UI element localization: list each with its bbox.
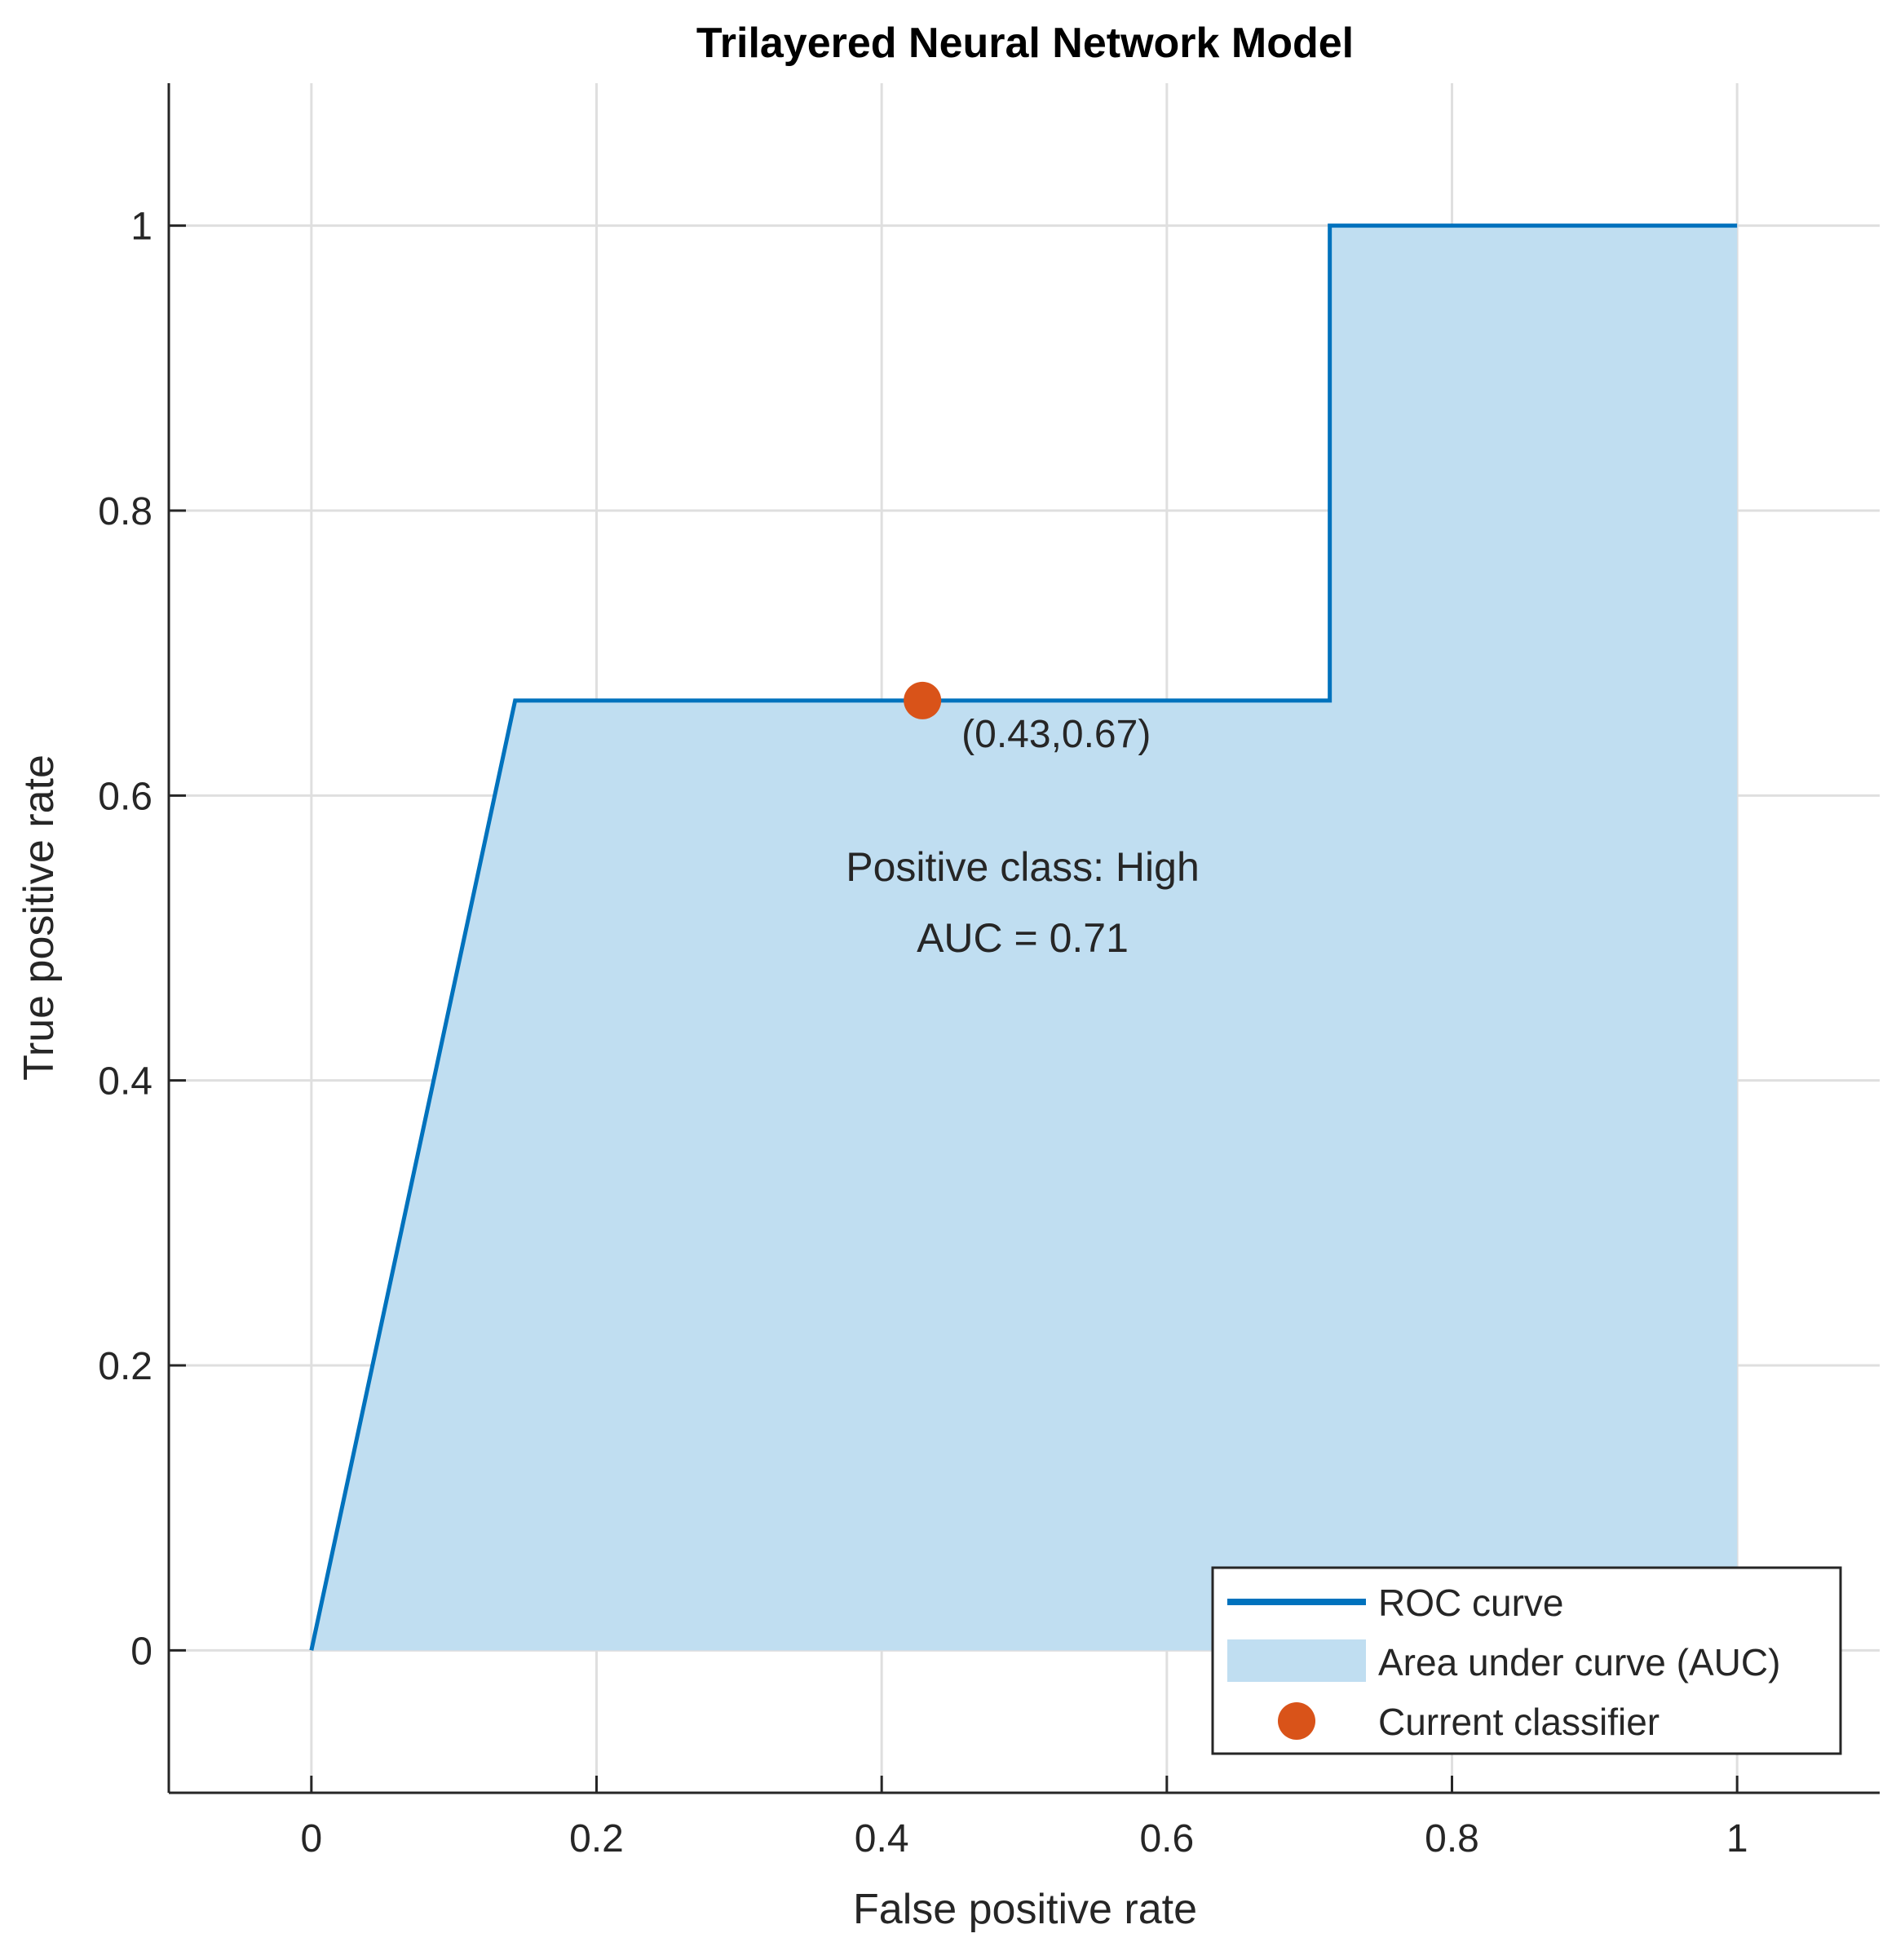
x-tick-label-3: 0.6 xyxy=(1139,1817,1194,1860)
y-axis-label: True positive rate xyxy=(15,754,63,1081)
roc-curve-layer xyxy=(309,223,1738,1651)
tick-labels: 0 0.2 0.4 0.6 0.8 1 0 0.2 0.4 0.6 0.8 1 xyxy=(98,206,1748,1860)
legend-auc-label: Area under curve (AUC) xyxy=(1378,1641,1780,1683)
y-tick-label-5: 1 xyxy=(130,206,152,249)
y-tick-label-2: 0.4 xyxy=(98,1060,152,1104)
legend: ROC curve Area under curve (AUC) Current… xyxy=(1211,1566,1842,1755)
legend-classifier-marker xyxy=(1278,1702,1315,1740)
x-tick-label-5: 1 xyxy=(1726,1817,1748,1860)
x-tick-label-4: 0.8 xyxy=(1425,1817,1479,1860)
roc-curve-line xyxy=(309,223,1738,1651)
x-tick-label-1: 0.2 xyxy=(569,1817,624,1860)
current-classifier-point xyxy=(904,681,942,719)
current-classifier-label: (0.43,0.67) xyxy=(961,713,1151,756)
legend-roc-label: ROC curve xyxy=(1378,1582,1563,1624)
x-tick-label-0: 0 xyxy=(300,1817,322,1860)
axes xyxy=(167,83,1880,1794)
x-tick-label-2: 0.4 xyxy=(855,1817,909,1860)
legend-classifier-label: Current classifier xyxy=(1378,1701,1660,1743)
annotation-auc: AUC = 0.71 xyxy=(917,915,1129,961)
y-tick-label-4: 0.8 xyxy=(98,490,152,533)
auc-area xyxy=(311,225,1738,1651)
auc-area-layer xyxy=(311,225,1738,1651)
classifier-layer: (0.43,0.67) xyxy=(904,681,1151,756)
y-tick-label-0: 0 xyxy=(130,1630,152,1673)
x-axis-label: False positive rate xyxy=(853,1886,1197,1933)
y-tick-label-3: 0.6 xyxy=(98,775,152,818)
chart-title: Trilayered Neural Network Model xyxy=(696,20,1354,67)
annotation-positive-class: Positive class: High xyxy=(846,844,1200,890)
legend-auc-swatch xyxy=(1227,1639,1366,1682)
y-tick-label-1: 0.2 xyxy=(98,1345,152,1388)
